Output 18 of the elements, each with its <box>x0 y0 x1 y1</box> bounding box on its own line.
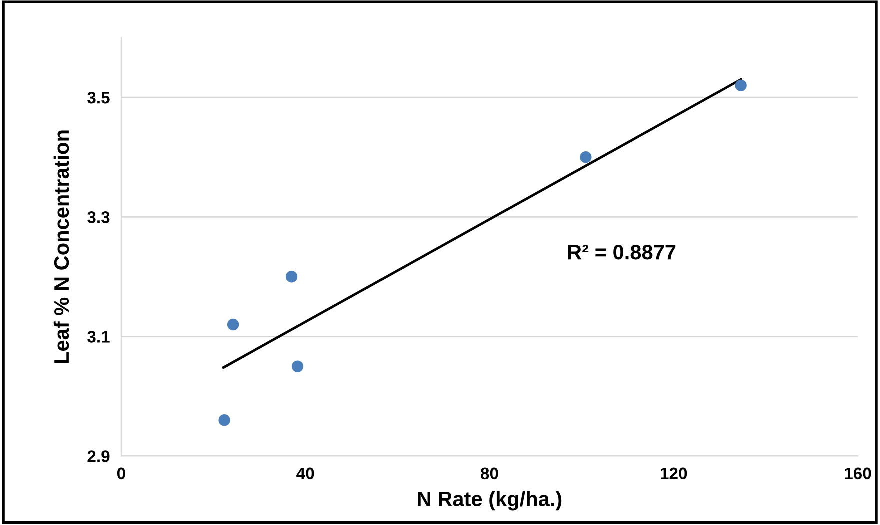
x-tick-label: 80 <box>480 468 498 480</box>
point <box>580 152 592 164</box>
point <box>292 360 304 372</box>
x-tick-label: 0 <box>117 468 126 480</box>
point <box>286 271 298 283</box>
point <box>735 80 747 92</box>
x-tick-label: 40 <box>296 468 314 480</box>
y-tick-label: 2.9 <box>88 450 110 462</box>
point <box>227 318 240 331</box>
y-tick-label: 3.3 <box>88 212 110 224</box>
x-axis-title: N Rate (kg/ha.) <box>418 491 562 511</box>
x-tick-label: 120 <box>661 468 688 480</box>
point <box>218 414 230 426</box>
y-tick-label: 3.5 <box>88 92 110 104</box>
annotation: R² = 0.8877 <box>568 245 676 260</box>
x-tick-label: 160 <box>845 468 872 480</box>
y-tick-label: 3.1 <box>88 331 110 343</box>
y-axis-title: Leaf % N Concentration <box>54 130 70 364</box>
